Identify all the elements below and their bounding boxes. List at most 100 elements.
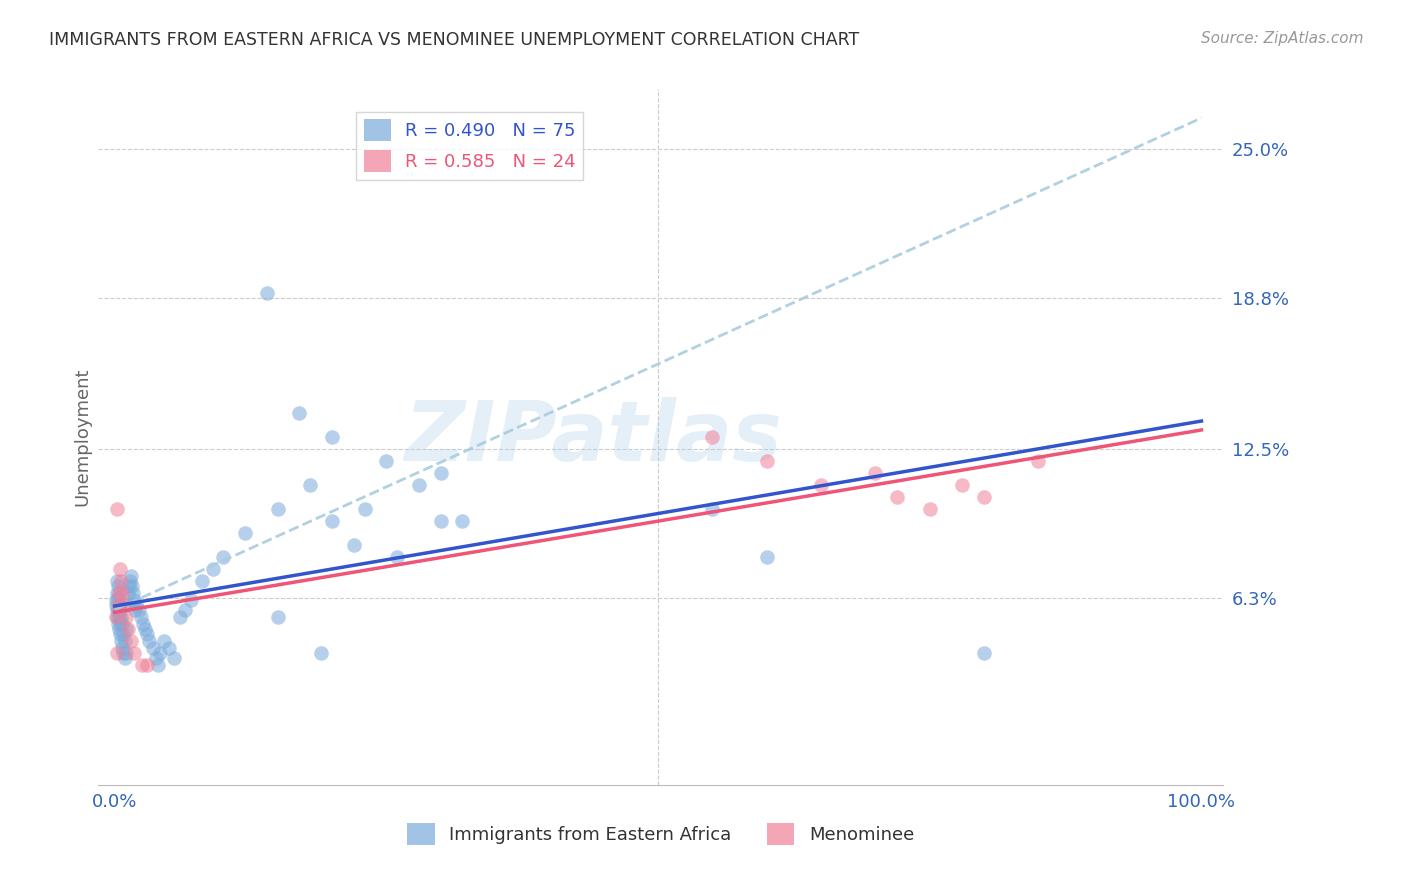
- Point: [110, 610, 132, 624]
- Point: [1028, 454, 1050, 468]
- Point: [111, 617, 134, 632]
- Point: [107, 598, 129, 612]
- Point: [142, 641, 165, 656]
- Point: [108, 622, 131, 636]
- Point: [702, 430, 724, 444]
- Point: [451, 514, 474, 528]
- Point: [124, 646, 146, 660]
- Point: [321, 430, 343, 444]
- Point: [190, 574, 212, 588]
- Point: [865, 466, 887, 480]
- Point: [104, 598, 127, 612]
- Point: [152, 634, 174, 648]
- Point: [973, 490, 995, 504]
- Point: [429, 466, 451, 480]
- Point: [233, 526, 256, 541]
- Point: [114, 646, 136, 660]
- Point: [267, 610, 290, 624]
- Point: [108, 627, 131, 641]
- Point: [343, 538, 366, 552]
- Point: [138, 634, 160, 648]
- Point: [111, 641, 134, 656]
- Point: [124, 603, 146, 617]
- Point: [299, 478, 322, 492]
- Point: [145, 650, 167, 665]
- Point: [121, 579, 143, 593]
- Point: [408, 478, 430, 492]
- Point: [132, 617, 155, 632]
- Point: [114, 634, 136, 648]
- Point: [115, 598, 138, 612]
- Point: [105, 502, 128, 516]
- Point: [755, 454, 778, 468]
- Point: [180, 593, 202, 607]
- Y-axis label: Unemployment: Unemployment: [73, 368, 91, 507]
- Point: [973, 646, 995, 660]
- Point: [212, 549, 235, 564]
- Point: [353, 502, 375, 516]
- Point: [105, 574, 128, 588]
- Point: [309, 646, 332, 660]
- Point: [131, 658, 153, 673]
- Point: [105, 610, 128, 624]
- Point: [810, 478, 832, 492]
- Point: [107, 603, 129, 617]
- Point: [163, 650, 186, 665]
- Point: [950, 478, 973, 492]
- Point: [136, 627, 159, 641]
- Point: [112, 646, 135, 660]
- Point: [387, 549, 409, 564]
- Point: [108, 598, 131, 612]
- Point: [114, 610, 136, 624]
- Point: [122, 586, 145, 600]
- Text: ZIPatlas: ZIPatlas: [405, 397, 782, 477]
- Point: [267, 502, 290, 516]
- Point: [375, 454, 398, 468]
- Point: [886, 490, 908, 504]
- Point: [129, 610, 152, 624]
- Point: [120, 634, 142, 648]
- Point: [104, 610, 127, 624]
- Point: [755, 549, 778, 564]
- Point: [429, 514, 451, 528]
- Point: [114, 622, 136, 636]
- Point: [256, 286, 278, 301]
- Text: Source: ZipAtlas.com: Source: ZipAtlas.com: [1201, 31, 1364, 46]
- Point: [112, 627, 135, 641]
- Point: [110, 634, 132, 648]
- Point: [118, 579, 141, 593]
- Point: [149, 646, 172, 660]
- Point: [321, 514, 343, 528]
- Point: [288, 406, 311, 420]
- Point: [107, 591, 129, 605]
- Legend: Immigrants from Eastern Africa, Menominee: Immigrants from Eastern Africa, Menomine…: [401, 816, 921, 853]
- Point: [108, 610, 131, 624]
- Point: [105, 646, 128, 660]
- Point: [136, 658, 159, 673]
- Point: [110, 574, 132, 588]
- Point: [125, 598, 148, 612]
- Point: [108, 562, 131, 576]
- Point: [174, 603, 197, 617]
- Point: [134, 622, 156, 636]
- Point: [702, 502, 724, 516]
- Point: [128, 603, 150, 617]
- Point: [105, 603, 128, 617]
- Point: [105, 586, 128, 600]
- Point: [148, 658, 170, 673]
- Point: [201, 562, 224, 576]
- Point: [157, 641, 180, 656]
- Point: [107, 617, 129, 632]
- Point: [117, 622, 139, 636]
- Point: [114, 650, 136, 665]
- Point: [108, 586, 131, 600]
- Point: [117, 586, 139, 600]
- Point: [104, 593, 127, 607]
- Point: [124, 593, 146, 607]
- Point: [118, 574, 141, 588]
- Point: [107, 579, 129, 593]
- Point: [120, 569, 142, 583]
- Point: [918, 502, 941, 516]
- Text: IMMIGRANTS FROM EASTERN AFRICA VS MENOMINEE UNEMPLOYMENT CORRELATION CHART: IMMIGRANTS FROM EASTERN AFRICA VS MENOMI…: [49, 31, 859, 49]
- Point: [112, 598, 135, 612]
